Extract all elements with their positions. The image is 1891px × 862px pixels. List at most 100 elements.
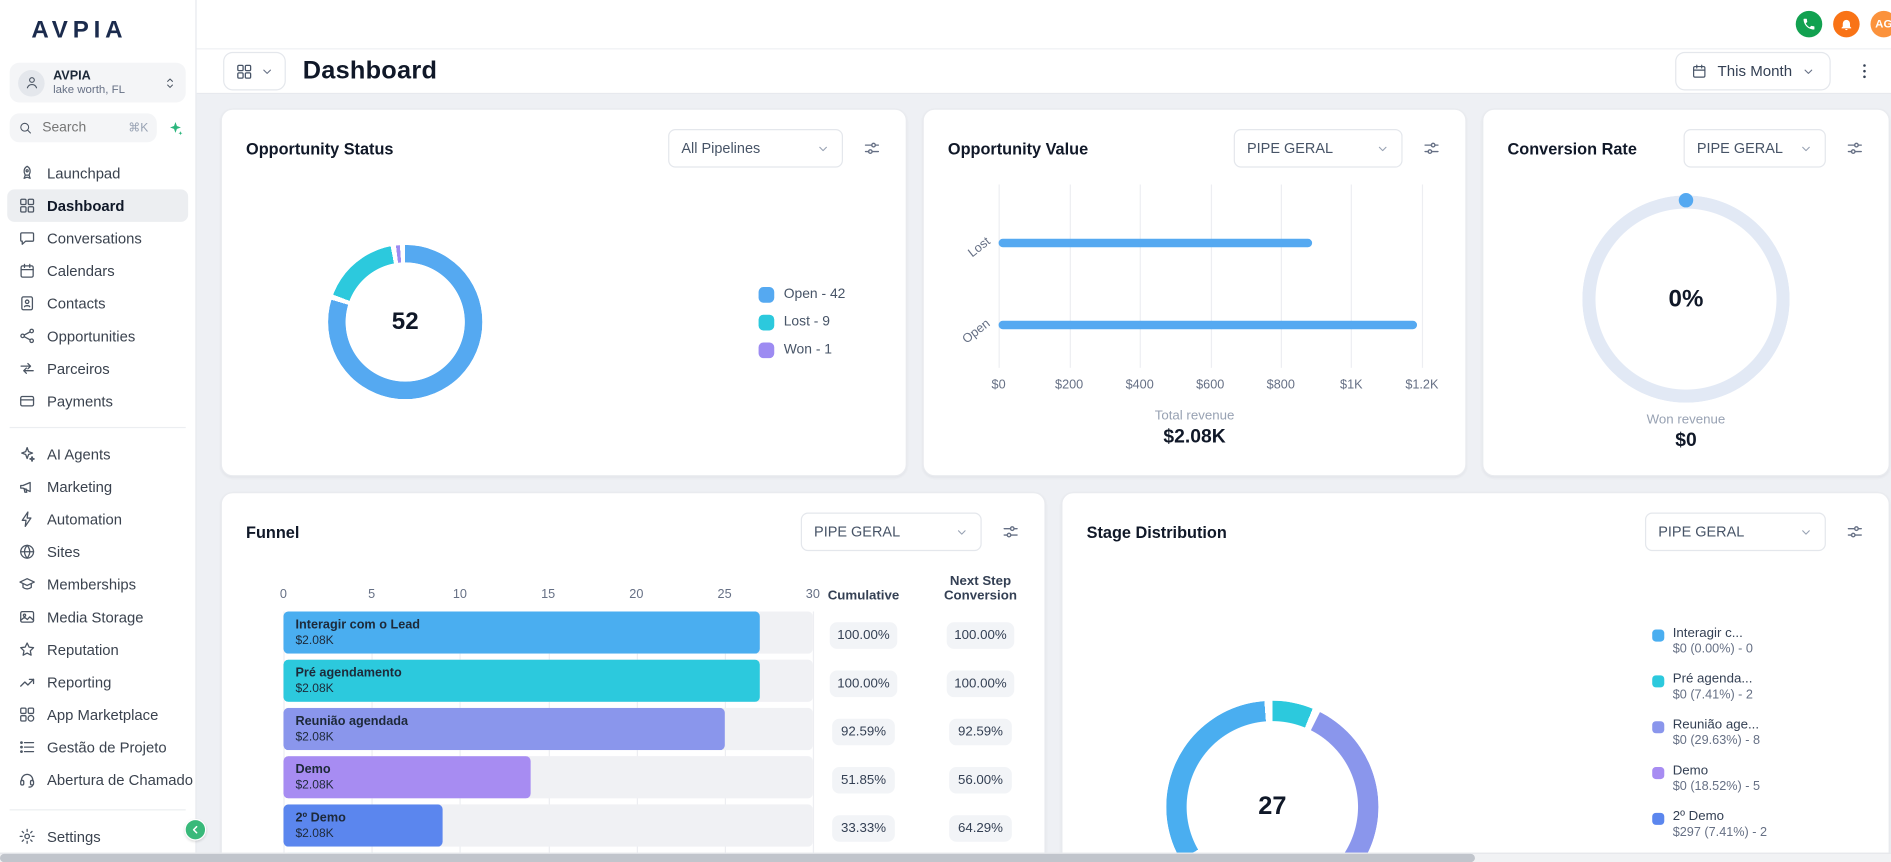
- sidebar-item-label: Abertura de Chamado: [47, 771, 193, 789]
- sidebar-item-payments[interactable]: Payments: [7, 385, 188, 418]
- legend-item[interactable]: Interagir c... $0 (0.00%) - 0: [1652, 626, 1833, 656]
- search-box[interactable]: ⌘K: [9, 113, 157, 143]
- search-row: ⌘K: [9, 113, 186, 143]
- sidebar-item-contacts[interactable]: Contacts: [7, 287, 188, 320]
- next-step-column-header: Next Step Conversion: [943, 573, 1017, 604]
- search-input[interactable]: [39, 119, 121, 137]
- sidebar: AVPIA AVPIA lake worth, FL ⌘K: [0, 0, 207, 862]
- chevron-down-icon: [1804, 68, 1813, 74]
- sidebar-item-app-marketplace[interactable]: App Marketplace: [7, 698, 188, 731]
- opportunity-status-settings-button[interactable]: [862, 139, 881, 158]
- conversion-rate-pipeline-select[interactable]: PIPE GERAL: [1683, 129, 1826, 168]
- chevron-down-icon: [957, 529, 966, 535]
- sidebar-item-dashboard[interactable]: Dashboard: [7, 189, 189, 222]
- sidebar-item-ai-agents[interactable]: AI Agents: [7, 438, 188, 471]
- user-avatar[interactable]: AG: [1870, 10, 1891, 38]
- chevron-down-icon: [1802, 146, 1810, 151]
- sidebar-item-launchpad[interactable]: Launchpad: [7, 157, 188, 190]
- ai-spark-button[interactable]: [164, 119, 186, 137]
- opportunity-value-settings-button[interactable]: [1422, 139, 1441, 158]
- funnel-stage-row[interactable]: Demo $2.08K: [283, 756, 813, 799]
- legend-item[interactable]: Pré agenda... $0 (7.41%) - 2: [1652, 672, 1833, 702]
- sidebar-item-reporting[interactable]: Reporting: [7, 666, 188, 699]
- next-step-value: 100.00%: [947, 622, 1014, 649]
- sidebar-item-label: Launchpad: [47, 164, 121, 182]
- notifications-button[interactable]: [1833, 10, 1860, 38]
- sidebar-item-label: Payments: [47, 392, 113, 410]
- funnel-stage-row[interactable]: Interagir com o Lead $2.08K: [283, 611, 813, 654]
- legend-item[interactable]: 2º Demo $297 (7.41%) - 2: [1652, 809, 1833, 839]
- headset-icon: [20, 773, 35, 788]
- card-title: Stage Distribution: [1086, 522, 1227, 541]
- sidebar-item-media-storage[interactable]: Media Storage: [7, 601, 188, 634]
- stage-distribution-pipeline-select[interactable]: PIPE GERAL: [1644, 512, 1826, 552]
- sidebar-divider: [9, 426, 186, 429]
- next-step-column: 100.00% 100.00% 92.59% 56.00% 64.29%: [914, 611, 1044, 862]
- legend-item-lost[interactable]: Lost - 9: [758, 314, 845, 330]
- funnel-stage-row[interactable]: Pré agendamento $2.08K: [283, 659, 813, 702]
- legend-item-won[interactable]: Won - 1: [758, 341, 845, 358]
- contact-card-icon: [21, 296, 34, 311]
- sidebar-item-label: Settings: [47, 827, 101, 845]
- sidebar-item-parceiros[interactable]: Parceiros: [7, 352, 188, 385]
- legend-item-open[interactable]: Open - 42: [758, 286, 845, 303]
- sidebar-item-marketing[interactable]: Marketing: [7, 470, 188, 503]
- brand-logo-text: AVPIA: [31, 16, 128, 43]
- sidebar-menu: Launchpad Dashboard Conversations Calend…: [0, 157, 195, 862]
- x-axis-ticks: $0 $200 $400 $600 $800 $1K $1.2K: [991, 377, 1439, 392]
- value-bar-open: [998, 320, 1417, 330]
- swap-arrows-icon: [20, 362, 34, 374]
- sidebar-item-settings[interactable]: Settings: [7, 820, 188, 853]
- stage-distribution-settings-button[interactable]: [1845, 522, 1864, 541]
- horizontal-scrollbar[interactable]: [0, 852, 1891, 862]
- dashboard-switcher-button[interactable]: [223, 51, 286, 91]
- sidebar-item-automation[interactable]: Automation: [7, 503, 188, 536]
- sidebar-item-opportunities[interactable]: Opportunities: [7, 320, 188, 353]
- scrollbar-thumb[interactable]: [0, 853, 1475, 862]
- sidebar-item-label: Memberships: [47, 575, 137, 593]
- legend-color-chip: [758, 314, 775, 330]
- sliders-icon: [864, 142, 880, 155]
- funnel-pipeline-select[interactable]: PIPE GERAL: [800, 512, 982, 552]
- sidebar-item-label: Sites: [47, 543, 81, 561]
- opportunity-status-donut: [328, 244, 483, 400]
- account-name: AVPIA: [53, 68, 91, 84]
- sidebar-item-reputation[interactable]: Reputation: [7, 633, 188, 666]
- account-switcher[interactable]: AVPIA lake worth, FL: [9, 62, 186, 103]
- sidebar-item-memberships[interactable]: Memberships: [7, 568, 188, 601]
- brand-logo[interactable]: AVPIA: [0, 0, 195, 60]
- sidebar-item-calendars[interactable]: Calendars: [7, 254, 188, 287]
- phone-button[interactable]: [1795, 10, 1823, 38]
- opportunity-status-legend: Open - 42 Lost - 9 Won - 1: [758, 286, 845, 358]
- sidebar-item-conversations[interactable]: Conversations: [7, 222, 188, 255]
- more-options-button[interactable]: [1855, 62, 1874, 81]
- dashboard-content: Opportunity Status All Pipelines: [197, 94, 1891, 862]
- opportunity-value-pipeline-select[interactable]: PIPE GERAL: [1233, 129, 1403, 168]
- sidebar-item-sites[interactable]: Sites: [7, 535, 188, 568]
- rocket-icon: [23, 165, 31, 179]
- chevron-left-icon: [192, 825, 198, 834]
- legend-item[interactable]: Reunião age... $0 (29.63%) - 8: [1652, 718, 1833, 748]
- funnel-stage-row[interactable]: 2º Demo $2.08K: [283, 804, 813, 847]
- sidebar-collapse-button[interactable]: [184, 818, 207, 841]
- funnel-stage-row[interactable]: Reunião agendada $2.08K: [283, 707, 813, 751]
- opportunity-status-pipeline-select[interactable]: All Pipelines: [668, 129, 843, 168]
- share-nodes-icon: [20, 328, 35, 344]
- sidebar-item-abertura-de-chamado[interactable]: Abertura de Chamado: [7, 763, 193, 796]
- sliders-icon: [1424, 142, 1439, 155]
- funnel-settings-button[interactable]: [1001, 522, 1020, 541]
- sidebar-item-gestao-de-projeto[interactable]: Gestão de Projeto: [7, 731, 188, 764]
- graduation-cap-icon: [19, 578, 35, 590]
- card-title: Opportunity Status: [246, 139, 394, 158]
- stage-distribution-legend: Interagir c... $0 (0.00%) - 0 Pré agenda.…: [1652, 626, 1833, 862]
- date-filter-button[interactable]: This Month: [1675, 51, 1831, 91]
- search-icon: [20, 122, 31, 134]
- grid-icon: [20, 198, 35, 213]
- conversion-rate-card: Conversion Rate PIPE GERAL: [1482, 108, 1890, 477]
- select-value: PIPE GERAL: [1247, 139, 1334, 157]
- cumulative-value: 92.59%: [832, 718, 895, 746]
- legend-item[interactable]: Demo $0 (18.52%) - 5: [1652, 763, 1833, 794]
- won-revenue-value: $0: [1675, 430, 1697, 452]
- conversion-rate-settings-button[interactable]: [1845, 139, 1864, 158]
